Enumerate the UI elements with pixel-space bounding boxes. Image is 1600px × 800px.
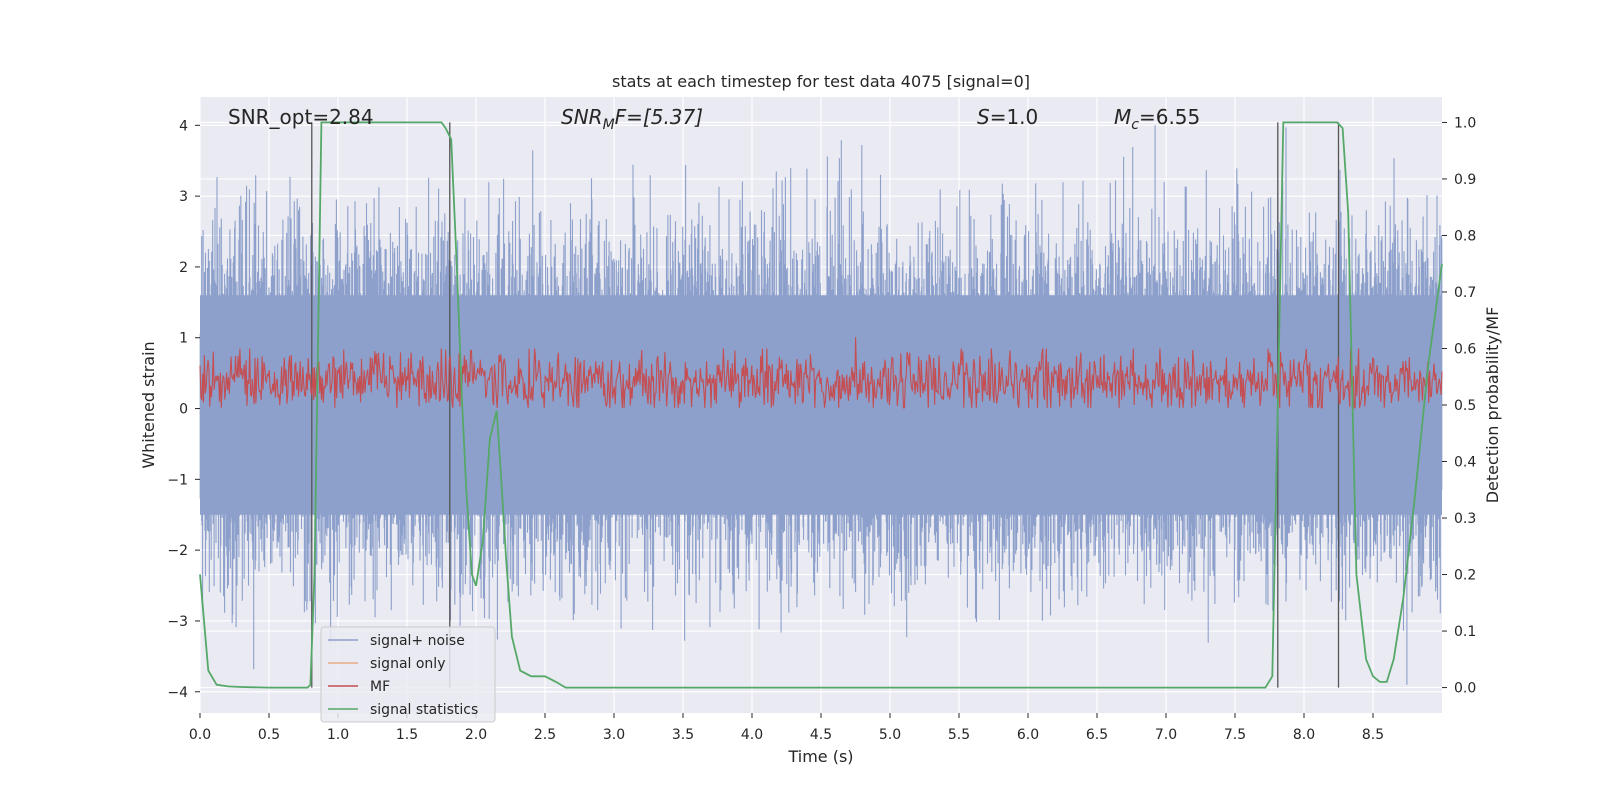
x-tick-label: 6.5 bbox=[1086, 727, 1108, 743]
annotation-snr-mf-base: SNR bbox=[561, 105, 603, 129]
annotation-mc-var: M bbox=[1114, 105, 1131, 129]
y2-tick-label: 0.1 bbox=[1454, 624, 1476, 640]
y2-tick-label: 0.9 bbox=[1454, 172, 1476, 188]
x-tick-label: 7.0 bbox=[1155, 727, 1177, 743]
x-tick-label: 8.5 bbox=[1362, 727, 1384, 743]
y2-axis-label: Detection probability/MF bbox=[1483, 307, 1502, 504]
y2-tick-label: 0.4 bbox=[1454, 455, 1476, 471]
signal-statistics-series bbox=[199, 121, 1443, 689]
x-tick-label: 2.0 bbox=[465, 727, 487, 743]
y2-tick-label: 0.3 bbox=[1454, 511, 1476, 527]
y-tick-label: 0 bbox=[179, 402, 188, 418]
x-axis-ticks: 0.0 0.5 1.0 1.5 2.0 2.5 3.0 3.5 4.0 4.5 5.0 5.5 6.0 6… bbox=[189, 713, 1384, 743]
annotation-mc: Mc=6.55 bbox=[1114, 105, 1200, 133]
legend-label-signal-noise: signal+ noise bbox=[370, 633, 465, 649]
y2-tick-label: 1.0 bbox=[1454, 115, 1476, 131]
x-tick-label: 2.5 bbox=[534, 727, 556, 743]
annotation-s-value: =1.0 bbox=[990, 105, 1039, 129]
x-tick-label: 1.5 bbox=[396, 727, 418, 743]
y2-tick-label: 0.0 bbox=[1454, 681, 1476, 697]
annotation-snr-mf: SNRMF=[5.37] bbox=[561, 105, 703, 133]
x-tick-label: 8.0 bbox=[1293, 727, 1315, 743]
legend: signal+ noise signal only MF signal stat… bbox=[320, 626, 496, 723]
annotation-s: S=1.0 bbox=[977, 105, 1038, 129]
x-tick-label: 5.0 bbox=[879, 727, 901, 743]
annotation-snr-opt: SNR_opt=2.84 bbox=[228, 105, 374, 129]
y2-tick-label: 0.2 bbox=[1454, 568, 1476, 584]
y2-tick-label: 0.8 bbox=[1454, 228, 1476, 244]
y-tick-label: 2 bbox=[179, 260, 188, 276]
signal-noise-series bbox=[199, 125, 1443, 685]
legend-label-mf: MF bbox=[370, 679, 390, 695]
x-tick-label: 4.5 bbox=[810, 727, 832, 743]
y-tick-label: −4 bbox=[167, 685, 188, 701]
y-tick-label: 4 bbox=[179, 118, 188, 134]
x-tick-label: 4.0 bbox=[741, 727, 763, 743]
x-tick-label: 0.0 bbox=[189, 727, 211, 743]
mf-line bbox=[199, 337, 1443, 409]
x-tick-label: 3.0 bbox=[603, 727, 625, 743]
annotation-mc-sub: c bbox=[1131, 117, 1139, 133]
chart-title: stats at each timestep for test data 407… bbox=[612, 72, 1030, 91]
signal-statistics-line bbox=[199, 121, 1443, 689]
y-tick-label: 1 bbox=[179, 331, 188, 347]
x-axis-label: Time (s) bbox=[787, 747, 853, 766]
y-axis-right-ticks: 0.0 0.1 0.2 0.3 0.4 0.5 0.6 0.7 0.8 0.9 1.0 bbox=[1442, 115, 1476, 697]
x-tick-label: 3.5 bbox=[672, 727, 694, 743]
y-tick-label: −3 bbox=[167, 614, 188, 630]
y2-tick-label: 0.6 bbox=[1454, 341, 1476, 357]
x-tick-label: 6.0 bbox=[1017, 727, 1039, 743]
y2-tick-label: 0.5 bbox=[1454, 398, 1476, 414]
x-tick-label: 1.0 bbox=[327, 727, 349, 743]
mf-series bbox=[199, 337, 1443, 409]
annotation-mc-value: =6.55 bbox=[1139, 105, 1200, 129]
y-tick-label: −1 bbox=[167, 472, 188, 488]
y-axis-label: Whitened strain bbox=[139, 341, 158, 468]
x-tick-label: 0.5 bbox=[258, 727, 280, 743]
y-tick-label: 3 bbox=[179, 189, 188, 205]
annotation-snr-mf-rest: F=[5.37] bbox=[615, 105, 703, 129]
legend-label-signal-only: signal only bbox=[370, 656, 445, 672]
annotation-s-var: S bbox=[977, 105, 990, 129]
x-tick-label: 7.5 bbox=[1224, 727, 1246, 743]
y-tick-label: −2 bbox=[167, 543, 188, 559]
x-tick-label: 5.5 bbox=[948, 727, 970, 743]
y2-tick-label: 0.7 bbox=[1454, 285, 1476, 301]
y-axis-left-ticks: −4 −3 −2 −1 0 1 2 3 4 bbox=[167, 118, 200, 701]
annotation-snr-mf-sub: M bbox=[603, 117, 615, 133]
legend-box bbox=[320, 626, 496, 723]
legend-label-signal-statistics: signal statistics bbox=[370, 702, 478, 718]
